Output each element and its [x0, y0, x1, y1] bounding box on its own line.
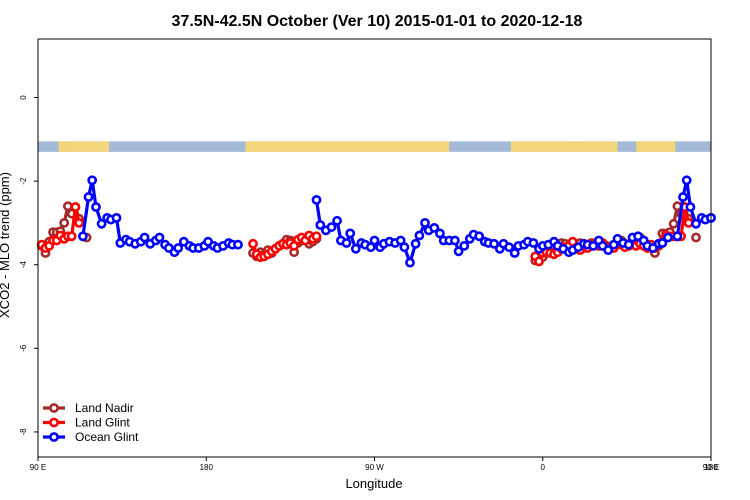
data-point: [350, 243, 361, 254]
y-tick-label: -8: [19, 428, 28, 436]
chart-title: 37.5N-42.5N October (Ver 10) 2015-01-01 …: [172, 13, 583, 30]
legend-label: Land Nadir: [75, 401, 134, 415]
legend-swatch-marker: [49, 403, 59, 413]
legend-swatch-marker: [49, 432, 59, 442]
series-land-nadir: [36, 201, 701, 266]
data-point: [528, 238, 539, 248]
x-axis-label: Longitude: [345, 476, 402, 491]
land-mass-2: [245, 141, 450, 152]
y-axis: 0 -2 -4 -6 -8: [19, 95, 38, 436]
data-point: [623, 239, 634, 250]
data-point: [683, 217, 694, 228]
data-point: [59, 217, 70, 228]
data-point: [663, 232, 673, 243]
data-point: [341, 238, 352, 248]
legend-label: Ocean Glint: [75, 430, 139, 444]
series-ocean-glint: [78, 175, 716, 268]
land-mass-4: [568, 141, 618, 152]
data-point: [588, 240, 599, 251]
legend-item: Land Nadir: [43, 401, 134, 415]
data-point: [111, 212, 122, 223]
series-land-glint: [36, 202, 694, 267]
data-point: [87, 175, 98, 186]
data-point: [420, 217, 430, 228]
land-mass-1: [58, 141, 65, 152]
legend-item: Land Glint: [43, 416, 130, 430]
data-point: [91, 202, 101, 212]
data-point: [534, 256, 544, 267]
data-point: [489, 238, 499, 249]
data-point: [405, 257, 415, 268]
data-point: [70, 202, 81, 212]
data-point: [449, 235, 460, 246]
legend-label: Land Glint: [75, 416, 130, 430]
x-tick-label: 90 E: [703, 463, 719, 472]
data-point: [459, 240, 470, 251]
data-point: [332, 215, 342, 226]
data-point: [672, 231, 683, 242]
y-tick-label: -6: [19, 344, 28, 352]
x-tick-label: 0: [541, 463, 546, 472]
land-mass-0: [64, 141, 110, 152]
x-tick-label: 90 W: [365, 463, 384, 472]
land-mass-3: [510, 141, 581, 152]
data-point: [509, 248, 520, 258]
y-tick-label: 0: [19, 95, 28, 100]
data-point: [311, 231, 322, 242]
data-point: [691, 218, 701, 229]
data-point: [429, 222, 440, 233]
data-point: [173, 243, 184, 253]
data-point: [668, 218, 679, 229]
data-point: [691, 232, 701, 243]
data-point: [681, 175, 692, 186]
data-point: [434, 228, 445, 239]
data-point: [685, 202, 696, 212]
data-point: [78, 231, 88, 242]
legend-item: Ocean Glint: [43, 430, 139, 444]
data-point: [474, 231, 485, 242]
data-point: [414, 230, 425, 241]
world-map-band: [38, 141, 711, 152]
data-point: [678, 192, 688, 202]
series-layer: [36, 175, 716, 268]
data-point: [603, 245, 614, 255]
data-point: [453, 246, 464, 257]
data-point: [369, 235, 380, 246]
series-line: [314, 199, 670, 265]
y-axis-label: XCO2 - MLO trend (ppm): [0, 172, 12, 318]
x-tick-label: 180: [704, 463, 718, 472]
data-point: [66, 231, 77, 242]
data-point: [311, 194, 322, 205]
y-tick-label: -2: [19, 177, 28, 185]
data-point: [63, 201, 73, 212]
data-point: [74, 217, 84, 228]
data-point: [233, 239, 243, 250]
data-point: [326, 222, 337, 232]
data-point: [504, 242, 514, 253]
data-point: [410, 238, 421, 249]
data-point: [399, 242, 410, 253]
data-point: [139, 232, 150, 243]
data-point: [154, 232, 165, 243]
legend-swatch-marker: [49, 417, 59, 428]
data-point: [248, 238, 258, 249]
land-mass-5: [636, 141, 676, 152]
x-tick-label: 90 E: [30, 463, 46, 472]
data-point: [315, 220, 326, 230]
data-point: [96, 218, 107, 229]
y-tick-label: -4: [19, 261, 28, 269]
data-point: [657, 238, 668, 248]
data-point: [83, 192, 94, 202]
data-point: [345, 228, 356, 239]
x-tick-label: 180: [200, 463, 214, 472]
